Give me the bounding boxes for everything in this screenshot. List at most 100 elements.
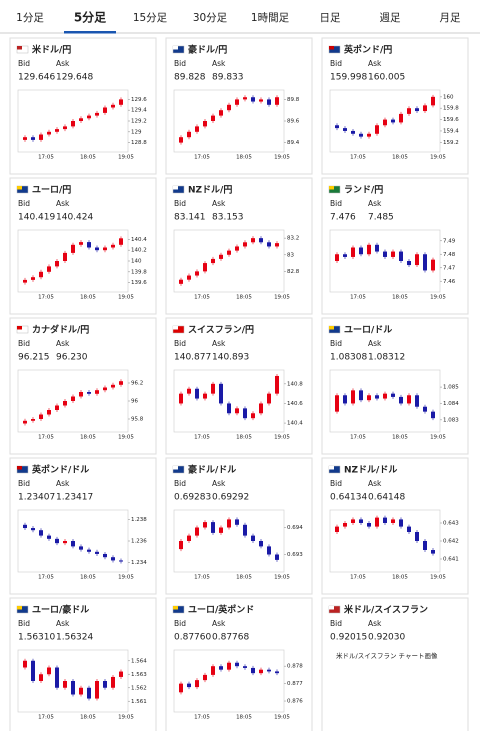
candle [31,419,35,421]
candle [103,387,107,391]
pair-title[interactable]: スイスフラン/円 [188,325,254,336]
y-tick-label: 140.4 [287,421,303,427]
pair-title[interactable]: NZドル/ドル [344,465,397,476]
candle [179,393,183,404]
x-tick-label: 19:05 [274,295,290,301]
pair-title[interactable]: 英ポンド/円 [343,44,392,56]
tab[interactable]: 月足 [440,12,461,24]
pair-title[interactable]: ランド/円 [344,185,383,196]
y-tick-label: 89.4 [287,140,300,146]
tab[interactable]: 5分足 [74,10,106,25]
ask-value: 83.153 [212,213,244,223]
candle [367,395,371,401]
y-tick-label: 82.8 [287,269,300,275]
y-tick-label: 140.8 [287,381,303,387]
pair-title[interactable]: NZドル/円 [188,185,232,196]
candle [31,137,35,140]
pair-title[interactable]: ユーロ/英ポンド [188,604,254,616]
flag-detail [173,326,178,330]
y-tick-label: 83.2 [287,236,299,242]
ask-value: 7.485 [368,213,394,223]
candle [227,250,231,255]
x-tick-label: 19:05 [430,155,446,161]
candle [119,238,123,245]
bid-value: 83.141 [174,213,206,223]
chart-frame [173,649,285,713]
candle [251,535,255,541]
x-tick-label: 18:05 [236,155,252,161]
candle [47,410,51,415]
tab[interactable]: 日足 [320,12,341,24]
chart-frame [173,89,285,153]
candle [391,519,395,523]
x-tick-label: 19:05 [430,295,446,301]
x-tick-label: 18:05 [392,155,408,161]
pair-title[interactable]: 豪ドル/円 [188,44,227,56]
candle [111,676,115,688]
candle [39,414,43,419]
candle [195,388,199,399]
ask-value: 0.64148 [368,493,405,503]
candle [375,125,379,134]
candle [23,660,27,668]
candle [111,104,115,108]
pair-title[interactable]: ユーロ/円 [32,185,71,196]
x-tick-label: 17:05 [194,435,210,441]
chart-frame [173,229,285,293]
candle [375,244,379,252]
pair-title[interactable]: ユーロ/ドル [344,325,392,336]
ask-value: 140.424 [56,213,93,223]
candle [55,129,59,132]
pair-title[interactable]: 米ドル/スイスフラン [343,604,428,616]
candle [423,254,427,271]
ask-label: Ask [56,59,70,68]
flag-detail [329,326,334,330]
x-tick-label: 18:05 [80,575,96,581]
candle [343,254,347,257]
y-tick-label: 140 [131,259,142,265]
tab[interactable]: 1分足 [16,12,44,24]
bid-label: Bid [330,339,342,348]
tab[interactable]: 1時間足 [251,12,290,24]
candle [335,395,339,412]
candle [267,393,271,404]
candle [423,406,427,412]
y-tick-label: 1.234 [131,560,147,566]
candle [251,413,255,419]
candle [195,680,199,688]
candle [227,104,231,111]
x-tick-label: 17:05 [350,155,366,161]
candle [235,408,239,414]
candle [367,244,371,255]
candle [415,108,419,112]
y-tick-label: 7.49 [443,238,456,244]
candle [219,666,223,670]
x-tick-label: 19:05 [118,575,134,581]
pair-title[interactable]: 豪ドル/ドル [188,464,236,476]
pair-title[interactable]: 英ポンド/ドル [31,464,89,476]
candle [103,553,107,558]
candle [391,393,395,397]
bid-label: Bid [330,479,342,488]
candle [195,527,199,536]
bid-label: Bid [174,619,186,628]
pair-title[interactable]: ユーロ/豪ドル [32,604,89,616]
candle [399,113,403,123]
bid-label: Bid [18,339,30,348]
y-tick-label: 0.642 [443,539,459,545]
flag-detail [173,46,178,50]
y-tick-label: 89.8 [287,97,300,103]
tab[interactable]: 週足 [380,12,401,24]
candle [187,535,191,541]
tab[interactable]: 30分足 [193,12,228,24]
candle [259,403,263,414]
candle [227,519,231,528]
pair-title[interactable]: 米ドル/円 [31,44,71,56]
tab[interactable]: 15分足 [133,12,168,24]
candle [203,674,207,681]
y-tick-label: 159.4 [443,128,459,134]
y-tick-label: 1.563 [131,672,147,678]
y-tick-label: 140.2 [131,248,147,254]
candle [351,390,355,404]
pair-title[interactable]: カナダドル/円 [32,324,89,336]
